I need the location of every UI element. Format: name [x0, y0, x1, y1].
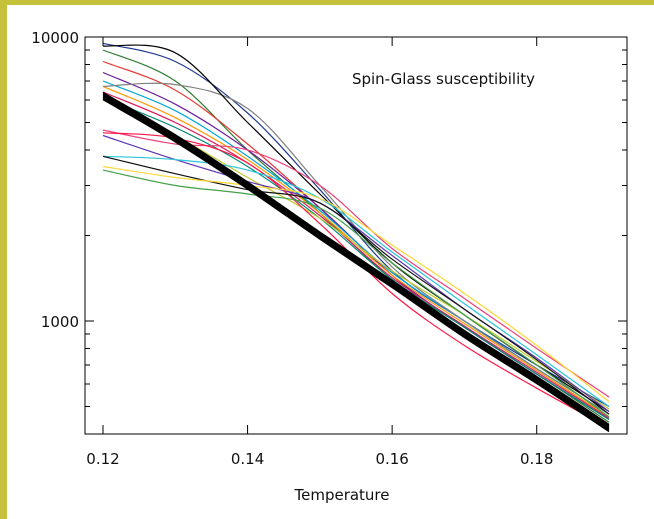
x-tick-label: 0.16	[375, 450, 408, 468]
mean-band-strand-2	[102, 98, 610, 432]
mean-band-strand-5	[102, 95, 610, 429]
series-line-14	[102, 132, 610, 429]
x-axis-title: Temperature	[293, 486, 389, 504]
series-line-18	[102, 169, 610, 418]
series-line-6	[102, 85, 610, 418]
series-line-8	[102, 97, 610, 421]
axis-layer: 0.12 0.14 0.16 0.18 1000 10000	[31, 29, 628, 468]
y-tick-label: 10000	[31, 29, 79, 47]
mean-band-strand-9	[102, 91, 610, 425]
frame-top-border	[0, 0, 654, 5]
mean-band-strand-8	[102, 92, 610, 426]
chart-title: Spin-Glass susceptibility	[352, 70, 535, 88]
x-tick-label: 0.14	[231, 450, 264, 468]
series-line-13	[102, 134, 610, 412]
mean-band-strand-4	[102, 96, 610, 430]
series-layer	[102, 42, 610, 433]
mean-band-strand-7	[102, 93, 610, 427]
frame-left-border	[0, 0, 7, 519]
y-tick-label: 1000	[41, 313, 79, 331]
mean-band-strand-6	[102, 94, 610, 428]
x-tick-label: 0.18	[520, 450, 553, 468]
series-line-16	[102, 155, 610, 415]
mean-band-strand-3	[102, 97, 610, 431]
mean-band-strand-1	[102, 99, 610, 433]
series-line-7	[102, 91, 610, 419]
x-tick-label: 0.12	[86, 450, 119, 468]
series-line-15	[102, 155, 610, 407]
series-line-17	[102, 165, 610, 403]
